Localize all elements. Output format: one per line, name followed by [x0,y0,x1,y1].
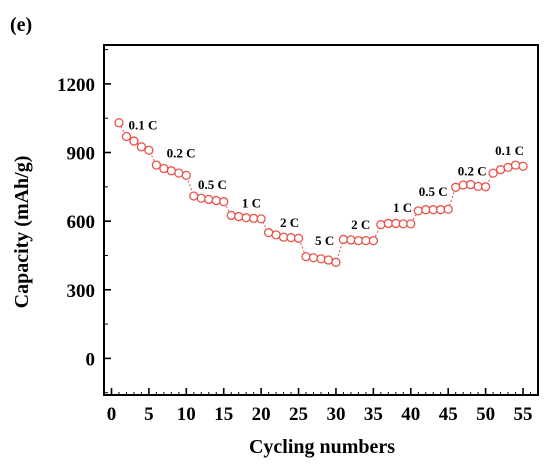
y-tick-label: 1200 [57,75,95,96]
data-point [151,160,162,170]
data-points [114,118,528,267]
data-point [451,182,461,192]
data-point [488,168,498,178]
data-point [204,194,214,205]
y-tick-label: 0 [86,349,96,370]
data-point [189,191,199,201]
x-tick-label: 5 [144,404,154,425]
data-point [211,195,221,206]
data-point [413,206,423,216]
data-point [353,235,364,246]
data-point [316,254,326,264]
rate-label: 1 C [242,195,261,210]
x-tick-label: 55 [514,404,533,425]
data-point [361,235,371,246]
data-point [376,219,386,230]
data-point [391,218,401,229]
y-axis-title: Capacity (mAh/g) [11,156,33,309]
data-point [114,118,124,128]
x-tick-label: 50 [476,404,495,425]
tick-labels: 0 5 10 15 20 25 30 35 40 45 50 55 0 300 600 900 1200 [57,75,533,425]
x-axis-title: Cycling numbers [249,436,395,458]
y-tick-label: 900 [67,144,96,165]
rate-label: 2 C [280,215,299,230]
rate-label: 0.2 C [167,146,196,161]
data-point [480,182,491,192]
data-point [466,179,476,190]
x-tick-label: 40 [401,404,420,425]
x-tick-label: 25 [289,404,308,425]
rate-label: 5 C [315,233,334,248]
data-point [174,168,184,178]
x-tick-label: 35 [364,404,383,425]
panel-label: (e) [10,14,32,36]
data-point [121,131,132,142]
data-point [256,214,266,224]
data-point [338,234,349,245]
x-tick-label: 45 [439,404,458,425]
data-point [166,166,176,176]
x-tick-label: 30 [326,404,345,425]
x-tick-label: 10 [177,404,196,425]
rate-label: 2 C [351,217,370,232]
data-point [428,205,438,215]
data-point [293,233,304,243]
data-point [144,145,154,155]
data-point [226,210,236,221]
data-point [406,219,416,229]
data-point [136,142,147,152]
data-point [518,161,528,171]
data-point [278,232,289,242]
rate-label: 0.5 C [198,177,227,192]
data-point [234,211,244,222]
data-point [346,235,356,245]
rate-label: 0.1 C [128,118,157,133]
data-point [129,136,139,146]
data-point [495,165,506,175]
data-point [301,251,311,262]
data-point [421,205,431,215]
data-point [241,213,251,223]
rate-label: 0.1 C [495,143,524,158]
data-point [249,213,259,224]
x-tick-label: 20 [252,404,271,425]
data-point [368,235,379,246]
data-point [286,232,296,243]
rate-annotations: 0.1 C 0.2 C 0.5 C 1 C 2 C 5 C 2 C 1 C 0.5 C 0.2 C… [128,118,524,249]
data-point [503,162,513,173]
data-point [398,219,408,229]
rate-label: 0.5 C [419,184,448,199]
data-point [308,253,319,263]
x-tick-label: 15 [214,404,233,425]
data-point [323,255,334,265]
data-point [181,170,191,181]
x-tick-label: 0 [107,404,117,425]
data-point [159,163,169,174]
data-point [436,205,446,215]
data-point [383,218,393,229]
plot-frame [103,44,539,396]
data-point [443,204,453,214]
data-point [473,181,483,192]
axis-ticks [104,49,532,395]
rate-label: 1 C [393,200,412,215]
data-point [331,257,341,267]
rate-label: 0.2 C [458,163,487,178]
data-point [196,193,206,203]
data-point [263,227,274,238]
y-tick-label: 600 [67,212,96,233]
data-point [510,160,521,170]
data-point [219,197,229,207]
data-point [458,180,468,190]
data-point [271,230,281,240]
y-tick-label: 300 [67,281,96,302]
